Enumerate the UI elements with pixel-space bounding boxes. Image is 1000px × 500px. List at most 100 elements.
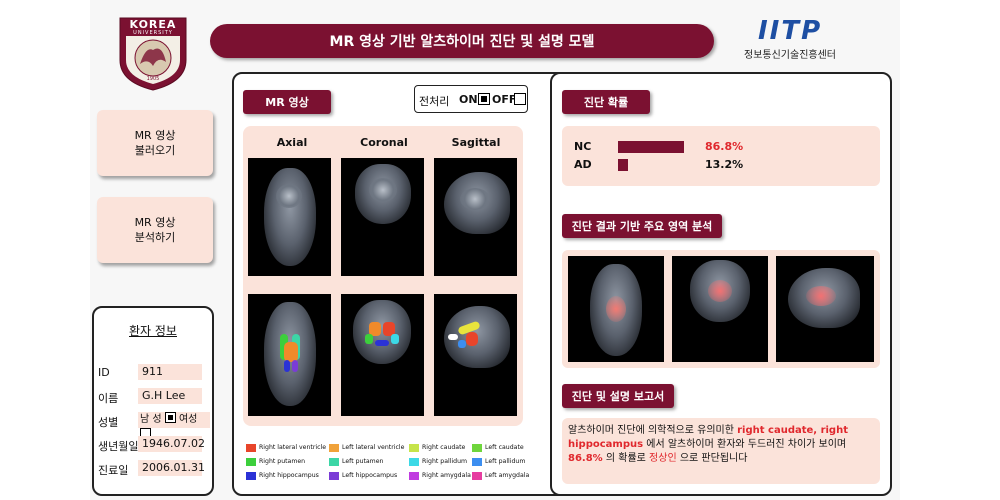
page-title-text: MR 영상 기반 알츠하이머 진단 및 설명 모델 xyxy=(329,34,595,50)
legend-label: Right pallidum xyxy=(422,458,468,465)
university-sub: UNIVERSITY xyxy=(133,30,173,36)
preprocess-label: 전처리 xyxy=(419,95,450,108)
patient-visit-value: 2006.01.31 xyxy=(138,460,205,476)
prob-label-nc: NC xyxy=(574,140,592,153)
report-box: 알츠하이머 진단에 의학적으로 유의미한 right caudate, righ… xyxy=(562,418,880,484)
patient-visit-label: 진료일 xyxy=(98,464,129,477)
mr-panel-title-text: MR 영상 xyxy=(265,96,309,109)
report-highlight-result: 정상인 xyxy=(649,453,677,464)
mr-image-axial xyxy=(248,158,331,276)
legend-label: Right amygdala xyxy=(422,472,471,479)
diagnosis-prob-title: 진단 확률 xyxy=(562,90,650,114)
report-text-2: 에서 알츠하이머 환자와 두드러진 차이가 보이며 xyxy=(643,439,847,450)
report-title: 진단 및 설명 보고서 xyxy=(562,384,674,408)
analysis-title: 진단 결과 기반 주요 영역 분석 xyxy=(562,214,722,238)
analyze-mr-button[interactable]: MR 영상 분석하기 xyxy=(97,197,213,263)
app-window: KOREA UNIVERSITY 1905 MR 영상 기반 알츠하이머 진단 … xyxy=(90,0,900,500)
legend-label: Right hippocampus xyxy=(259,472,319,479)
patient-info-title: 환자 정보 xyxy=(129,324,177,338)
legend-swatch xyxy=(409,472,419,480)
patient-dob-value: 1946.07.02 xyxy=(138,436,205,452)
report-text-4: 으로 판단됩니다 xyxy=(676,453,748,464)
patient-id-label: ID xyxy=(98,366,110,379)
legend-label: Left lateral ventricle xyxy=(342,444,405,451)
analysis-title-text: 진단 결과 기반 주요 영역 분석 xyxy=(571,220,713,233)
heatmap-image-coronal xyxy=(672,256,768,362)
view-label-sagittal: Sagittal xyxy=(451,136,501,149)
prob-label-ad: AD xyxy=(574,158,592,171)
preprocess-toggle: 전처리 ON OFF xyxy=(414,85,528,113)
view-label-axial: Axial xyxy=(276,136,308,149)
load-mr-button[interactable]: MR 영상 불러오기 xyxy=(97,110,213,176)
patient-name-value: G.H Lee xyxy=(138,388,202,404)
legend-label: Right caudate xyxy=(422,444,466,451)
heatmap-image-axial xyxy=(568,256,664,362)
diagnosis-prob-box: NC 86.8% AD 13.2% xyxy=(562,126,880,186)
legend-swatch xyxy=(246,444,256,452)
prob-track-ad xyxy=(618,159,694,171)
analysis-image-box xyxy=(562,250,880,368)
prob-bar-nc xyxy=(618,141,684,153)
patient-info-panel: 환자 정보 ID 911 이름 G.H Lee 성별 남 성 여성 생년월일 1… xyxy=(92,306,214,496)
load-mr-label-2: 불러오기 xyxy=(134,144,176,157)
report-text-3: 의 확률로 xyxy=(602,453,650,464)
patient-name-label: 이름 xyxy=(98,392,119,405)
diagnosis-prob-title-text: 진단 확률 xyxy=(583,96,629,109)
legend-swatch xyxy=(472,444,482,452)
legend-swatch xyxy=(472,458,482,466)
legend-swatch xyxy=(246,472,256,480)
prob-bar-ad xyxy=(618,159,629,171)
legend-swatch xyxy=(246,458,256,466)
legend-swatch xyxy=(409,458,419,466)
segmented-image-axial xyxy=(248,294,331,416)
heatmap-image-sagittal xyxy=(776,256,874,362)
legend-swatch xyxy=(329,458,339,466)
legend-label: Right lateral ventricle xyxy=(259,444,327,451)
preprocess-off-checkbox[interactable] xyxy=(514,93,526,105)
patient-dob-label: 생년월일 xyxy=(98,440,139,453)
prob-percent-nc: 86.8% xyxy=(705,140,744,153)
sponsor-logo: IITP 정보통신기술진흥센터 xyxy=(742,16,872,61)
legend-swatch xyxy=(329,444,339,452)
sponsor-name: 정보통신기술진흥센터 xyxy=(744,50,836,61)
segmented-image-sagittal xyxy=(434,294,517,416)
mr-image-coronal xyxy=(341,158,424,276)
report-text-1: 알츠하이머 진단에 의학적으로 유의미한 xyxy=(568,425,738,436)
patient-id-row: ID 911 xyxy=(98,364,210,380)
sex-male-checkbox[interactable] xyxy=(164,412,176,423)
patient-sex-row: 성별 남 성 여성 xyxy=(98,412,210,439)
preprocess-on-checkbox[interactable] xyxy=(478,93,490,105)
university-logo: KOREA UNIVERSITY 1905 xyxy=(118,16,188,92)
legend-label: Left hippocampus xyxy=(342,472,398,479)
prob-row-nc: NC 86.8% xyxy=(562,140,880,154)
legend-swatch xyxy=(329,472,339,480)
prob-row-ad: AD 13.2% xyxy=(562,158,880,172)
legend-label: Left caudate xyxy=(485,444,524,451)
preprocess-on-label: ON xyxy=(459,93,478,106)
sponsor-logo-text: IITP xyxy=(758,16,823,46)
legend-label: Left putamen xyxy=(342,458,384,465)
legend-label: Right putamen xyxy=(259,458,306,465)
sex-male-label: 남 성 xyxy=(140,414,162,425)
analyze-mr-label-1: MR 영상 xyxy=(134,216,176,229)
page-title: MR 영상 기반 알츠하이머 진단 및 설명 모델 xyxy=(210,24,714,58)
view-label-coronal: Coronal xyxy=(360,136,408,149)
legend-label: Left pallidum xyxy=(485,458,526,465)
university-name: KOREA xyxy=(129,18,177,31)
preprocess-off-label: OFF xyxy=(492,93,517,106)
university-year: 1905 xyxy=(146,76,160,82)
mr-image-sagittal xyxy=(434,158,517,276)
patient-id-value: 911 xyxy=(138,364,202,380)
diagnosis-panel: 진단 확률 NC 86.8% AD 13.2% 진단 결과 기반 주요 영역 분… xyxy=(550,72,892,496)
mr-panel-title: MR 영상 xyxy=(243,90,331,114)
segmented-image-coronal xyxy=(341,294,424,416)
patient-sex-value: 남 성 여성 xyxy=(138,412,210,439)
patient-name-row: 이름 G.H Lee xyxy=(98,388,210,405)
report-title-text: 진단 및 설명 보고서 xyxy=(571,390,665,403)
analyze-mr-label-2: 분석하기 xyxy=(134,231,176,244)
sex-female-label: 여성 xyxy=(178,414,198,425)
patient-sex-label: 성별 xyxy=(98,416,119,429)
segmentation-legend: Right lateral ventricle Left lateral ven… xyxy=(246,442,546,484)
report-highlight-percent: 86.8% xyxy=(568,453,603,464)
load-mr-label-1: MR 영상 xyxy=(134,129,176,142)
